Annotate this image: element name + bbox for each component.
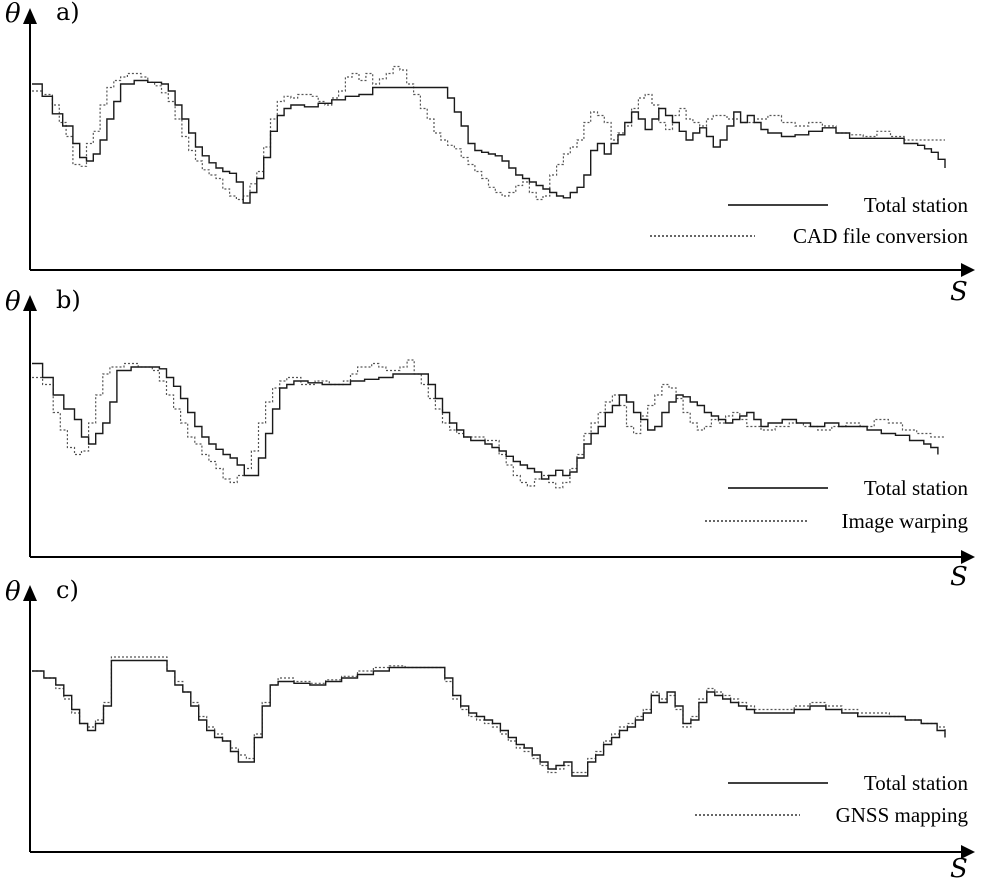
series-line-gnss-mapping xyxy=(32,656,946,774)
x-axis-label: S xyxy=(950,277,968,307)
x-axis-arrow-icon xyxy=(961,845,975,859)
x-axis-arrow-icon xyxy=(961,550,975,564)
legend-label-total-station: Total station xyxy=(864,476,969,500)
chart-panel-2: θ Sb) Total station Image warping xyxy=(5,286,975,592)
panel-label: b) xyxy=(56,286,81,314)
legend-label-total-station: Total station xyxy=(864,193,969,217)
series-line-cad-file-conversion xyxy=(32,65,945,201)
series-line-total-station xyxy=(32,362,939,480)
series-line-total-station xyxy=(32,659,946,777)
panel-label: c) xyxy=(56,576,79,604)
chart-panel-3: θ Sc) Total station GNSS mapping xyxy=(5,576,975,884)
y-axis-arrow-icon xyxy=(23,295,37,311)
series-line-image-warping xyxy=(32,359,945,489)
legend-label-gnss-mapping: GNSS mapping xyxy=(836,803,969,827)
x-axis-arrow-icon xyxy=(961,263,975,277)
y-axis-label: θ xyxy=(5,0,21,29)
y-axis-label: θ xyxy=(5,577,21,607)
legend-label-cad-file-conversion: CAD file conversion xyxy=(793,224,968,248)
legend-label-total-station: Total station xyxy=(864,771,969,795)
y-axis-arrow-icon xyxy=(23,585,37,601)
chart-panel-1: θ Sa) Total station CAD file conversion xyxy=(5,0,975,307)
x-axis-label: S xyxy=(950,562,968,592)
y-axis-label: θ xyxy=(5,287,21,317)
series-line-total-station xyxy=(32,79,946,204)
y-axis-arrow-icon xyxy=(23,8,37,24)
legend-label-image-warping: Image warping xyxy=(841,509,968,533)
x-axis-label: S xyxy=(950,854,968,884)
panel-label: a) xyxy=(56,0,80,26)
